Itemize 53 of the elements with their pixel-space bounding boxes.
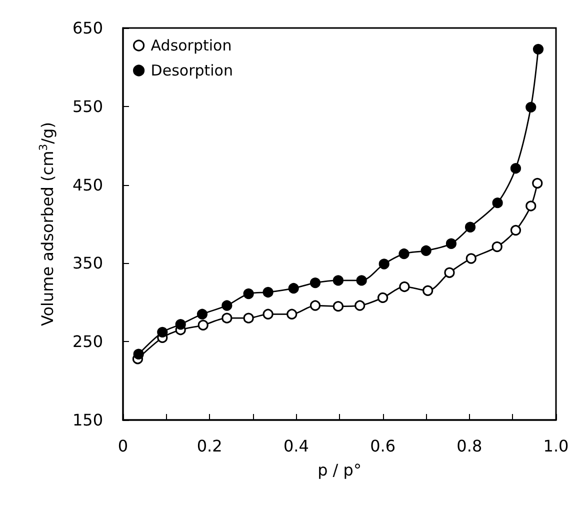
- point: [444, 267, 455, 278]
- point: [198, 320, 208, 330]
- point: [378, 258, 390, 270]
- y-tick-label: 150: [72, 410, 103, 430]
- x-axis-title: p / p°: [318, 460, 362, 480]
- point: [310, 278, 321, 288]
- point: [532, 44, 544, 54]
- point: [446, 238, 457, 249]
- x-tick-label: 0: [118, 436, 128, 456]
- y-tick-label: 550: [72, 96, 103, 116]
- point: [464, 222, 476, 232]
- point: [288, 282, 299, 294]
- x-tick-label: 0.8: [456, 436, 482, 456]
- point: [398, 248, 410, 260]
- point: [526, 200, 536, 212]
- point: [310, 300, 321, 311]
- point: [399, 281, 410, 292]
- point: [243, 288, 254, 300]
- point: [175, 319, 186, 330]
- point: [196, 308, 208, 320]
- point: [243, 312, 254, 324]
- point: [222, 300, 232, 311]
- x-tick-label: 1.0: [543, 436, 569, 456]
- x-tick-label: 0.6: [370, 436, 396, 456]
- point: [133, 348, 144, 360]
- point: [422, 285, 434, 296]
- point: [492, 241, 502, 252]
- point: [262, 286, 274, 298]
- point: [222, 312, 232, 324]
- point: [492, 198, 503, 208]
- y-tick-label: 250: [72, 332, 103, 352]
- y-tick-label: 650: [72, 18, 103, 38]
- y-tick-label: 450: [72, 175, 103, 194]
- legend-label: Desorption: [150, 62, 234, 80]
- point: [356, 275, 367, 286]
- point: [262, 308, 274, 320]
- point: [354, 300, 366, 311]
- point: [526, 102, 536, 112]
- legend-label: Adsorption: [150, 36, 232, 54]
- point: [420, 245, 432, 256]
- point: [510, 163, 522, 174]
- point: [510, 224, 522, 236]
- y-axis-title: Volume adsorbed (cm3/g): [37, 122, 57, 326]
- point: [378, 292, 388, 303]
- x-tick-label: 0.2: [196, 436, 222, 456]
- point: [332, 275, 344, 286]
- point: [286, 308, 298, 320]
- point: [332, 301, 344, 312]
- point: [532, 178, 543, 189]
- point: [466, 253, 476, 264]
- x-tick-label: 0.4: [283, 436, 309, 456]
- point: [157, 326, 168, 338]
- y-tick-label: 350: [72, 254, 103, 273]
